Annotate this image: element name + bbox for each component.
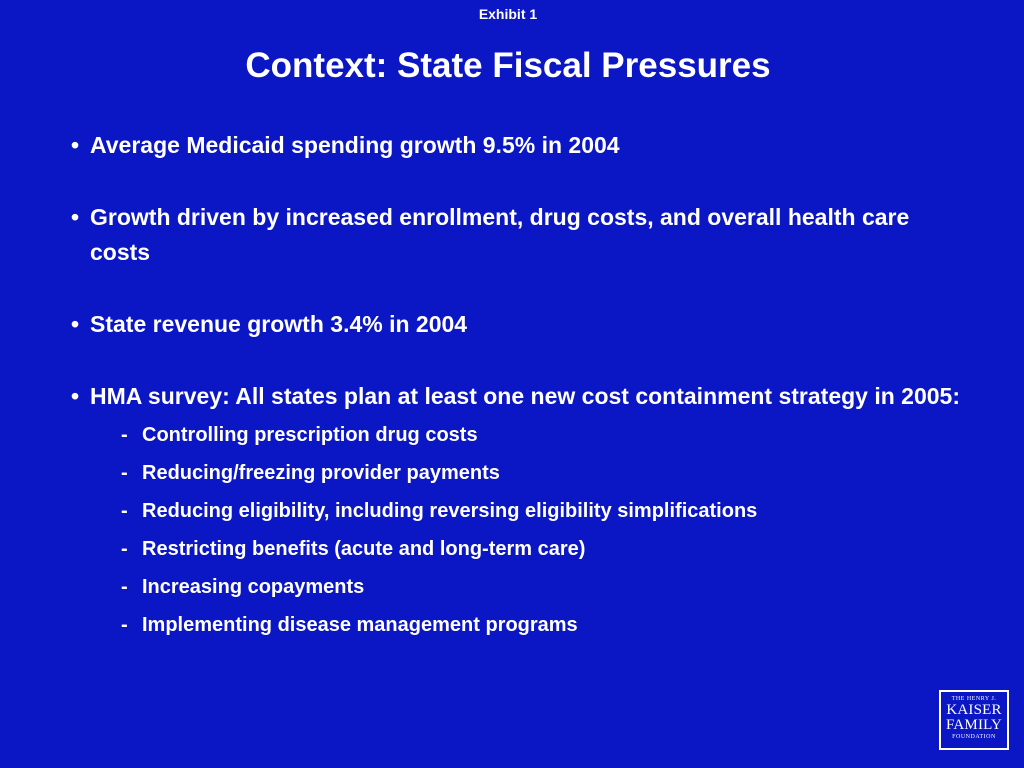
bullet-text: Average Medicaid spending growth 9.5% in… xyxy=(90,132,620,158)
sub-bullet-marker: - xyxy=(121,462,128,484)
sub-bullet-text: Controlling prescription drug costs xyxy=(142,424,478,446)
sub-bullet-marker: - xyxy=(121,424,128,446)
sub-bullet-text: Restricting benefits (acute and long-ter… xyxy=(142,538,586,560)
sub-bullet-list: - Controlling prescription drug costs - … xyxy=(90,416,968,644)
sub-bullet-text: Reducing eligibility, including reversin… xyxy=(142,500,758,522)
bullet-item: • HMA survey: All states plan at least o… xyxy=(68,379,968,644)
bullet-marker: • xyxy=(71,311,80,337)
bullet-item: • Growth driven by increased enrollment,… xyxy=(68,200,968,270)
sub-bullet-item: - Implementing disease management progra… xyxy=(90,606,968,644)
bullet-item: • Average Medicaid spending growth 9.5% … xyxy=(68,128,968,163)
sub-bullet-text: Increasing copayments xyxy=(142,576,365,598)
slide-title: Context: State Fiscal Pressures xyxy=(245,46,771,85)
sub-bullet-text: Reducing/freezing provider payments xyxy=(142,462,500,484)
sub-bullet-text: Implementing disease management programs xyxy=(142,614,578,636)
bullet-text: HMA survey: All states plan at least one… xyxy=(90,383,960,409)
kaiser-foundation-logo: THE HENRY J. KAISER FAMILY FOUNDATION xyxy=(939,690,1009,750)
bullet-item: • State revenue growth 3.4% in 2004 xyxy=(68,307,968,342)
sub-bullet-item: - Restricting benefits (acute and long-t… xyxy=(90,530,968,568)
sub-bullet-marker: - xyxy=(121,538,128,560)
bullet-text: Growth driven by increased enrollment, d… xyxy=(90,204,910,265)
sub-bullet-item: - Reducing/freezing provider payments xyxy=(90,454,968,492)
bullet-text: State revenue growth 3.4% in 2004 xyxy=(90,311,468,337)
logo-line-foundation: FOUNDATION xyxy=(952,734,996,740)
sub-bullet-item: - Increasing copayments xyxy=(90,568,968,606)
bullet-list: • Average Medicaid spending growth 9.5% … xyxy=(68,128,968,681)
sub-bullet-item: - Reducing eligibility, including revers… xyxy=(90,492,968,530)
sub-bullet-marker: - xyxy=(121,614,128,636)
bullet-marker: • xyxy=(71,132,80,158)
sub-bullet-item: - Controlling prescription drug costs xyxy=(90,416,968,454)
bullet-marker: • xyxy=(71,383,80,409)
sub-bullet-marker: - xyxy=(121,500,128,522)
logo-line-kaiser: KAISER xyxy=(946,702,1002,718)
bullet-marker: • xyxy=(71,204,80,230)
logo-line-family: FAMILY xyxy=(945,717,1003,733)
exhibit-label: Exhibit 1 xyxy=(478,6,538,22)
logo-line-henry: THE HENRY J. xyxy=(951,696,997,702)
sub-bullet-marker: - xyxy=(121,576,128,598)
